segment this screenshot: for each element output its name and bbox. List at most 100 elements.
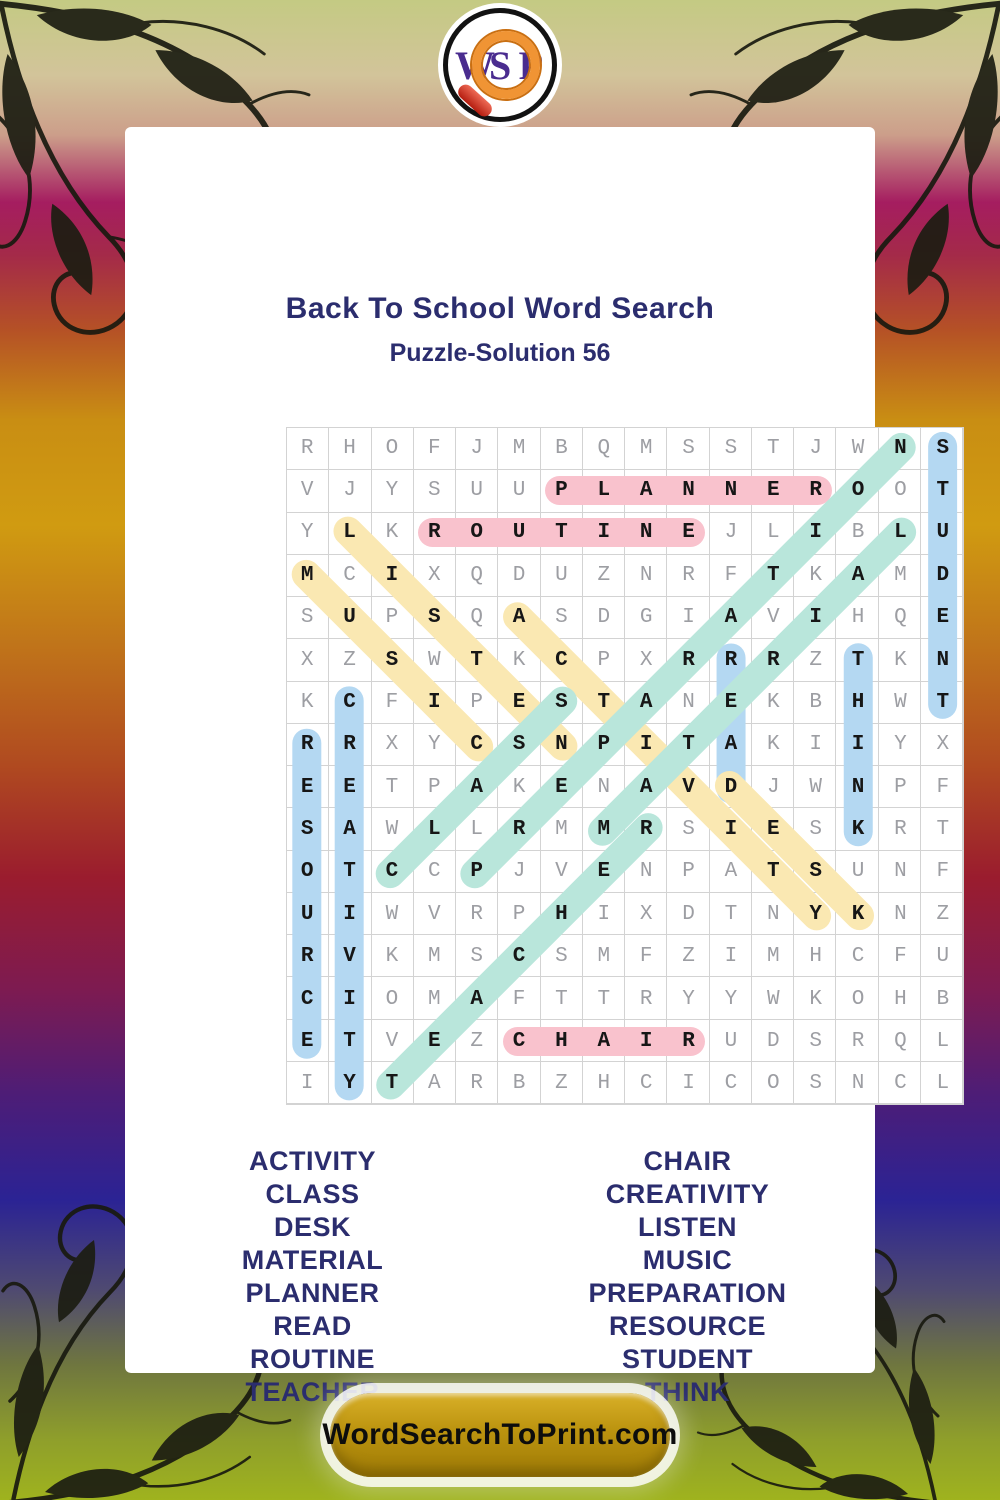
grid-cell <box>371 766 414 809</box>
grid-letter: C <box>470 733 483 757</box>
grid-letter: S <box>385 648 399 672</box>
solution-highlight-routine <box>417 518 706 548</box>
grid-letter: J <box>724 521 738 545</box>
grid-letter: P <box>894 775 907 799</box>
grid-letter: S <box>555 606 568 630</box>
grid-cell <box>709 512 752 555</box>
grid-letter: N <box>894 860 907 884</box>
grid-letter: H <box>555 902 568 926</box>
grid-letter: L <box>936 1072 950 1096</box>
grid-letter: Y <box>343 1072 356 1096</box>
grid-letter: A <box>470 987 483 1011</box>
grid-cell <box>456 470 499 513</box>
grid-letter: F <box>894 945 907 969</box>
grid-letter: E <box>555 775 568 799</box>
grid-cell <box>625 428 668 471</box>
grid-letter: I <box>809 521 822 545</box>
grid-letter: J <box>767 775 780 799</box>
grid-letter: T <box>597 690 611 714</box>
grid-letter: K <box>851 818 865 842</box>
grid-letter: Y <box>300 521 314 545</box>
grid-letter: J <box>470 436 483 460</box>
grid-letter: R <box>470 1072 483 1096</box>
grid-letter: H <box>597 1072 611 1096</box>
grid-letter: U <box>724 1029 738 1053</box>
grid-letter: I <box>682 1072 695 1096</box>
grid-cell <box>667 977 710 1020</box>
grid-letter: X <box>936 733 950 757</box>
grid-cell <box>751 935 794 978</box>
website-link-button[interactable]: WordSearchToPrint.com <box>322 1393 677 1477</box>
word-list-right: CHAIR CREATIVITY LISTEN MUSIC PREPARATION RES… <box>500 1145 875 1409</box>
grid-cell <box>878 766 921 809</box>
grid-letter: W <box>385 818 399 842</box>
grid-letter: U <box>936 945 950 969</box>
grid-cell <box>751 428 794 471</box>
grid-letter: N <box>936 648 950 672</box>
word-item: READ <box>273 1311 352 1341</box>
grid-cell <box>329 470 372 513</box>
grid-letter: E <box>512 690 526 714</box>
grid-letter: F <box>936 860 950 884</box>
grid-letter: T <box>936 690 950 714</box>
grid-cell <box>498 554 541 597</box>
grid-cell <box>836 1061 879 1104</box>
grid-letter: C <box>894 1072 907 1096</box>
grid-letter: N <box>597 775 611 799</box>
grid-letter: F <box>639 945 653 969</box>
grid-letter: Y <box>385 479 399 503</box>
grid-letter: R <box>682 648 695 672</box>
grid-letter: H <box>894 987 907 1011</box>
word-item: MUSIC <box>642 1245 733 1275</box>
grid-letter: O <box>767 1072 780 1096</box>
grid-letter: I <box>851 733 865 757</box>
grid-cell <box>498 1061 541 1104</box>
grid-letter: R <box>639 987 653 1011</box>
grid-letter: V <box>767 606 780 630</box>
grid-cell <box>878 892 921 935</box>
grid-letter: B <box>555 436 568 460</box>
grid-letter: R <box>343 733 356 757</box>
grid-letter: P <box>682 860 695 884</box>
grid-letter: R <box>767 648 780 672</box>
grid-letter: I <box>428 690 441 714</box>
grid-letter: S <box>512 733 526 757</box>
grid-cell <box>667 935 710 978</box>
grid-letter: P <box>512 902 526 926</box>
grid-letter: R <box>512 818 526 842</box>
grid-letter: X <box>639 648 653 672</box>
grid-letter: E <box>767 818 780 842</box>
grid-cell <box>667 1061 710 1104</box>
grid-letter: D <box>724 775 738 799</box>
grid-cell <box>498 428 541 471</box>
grid-letter: M <box>555 818 568 842</box>
grid-letter: F <box>724 563 738 587</box>
grid-letter: A <box>851 563 865 587</box>
grid-letter: I <box>639 733 653 757</box>
grid-letter: T <box>936 479 950 503</box>
grid-cell <box>667 428 710 471</box>
grid-cell <box>667 554 710 597</box>
grid-letter: Y <box>809 902 822 926</box>
grid-letter: N <box>639 860 653 884</box>
grid-letter: U <box>300 902 314 926</box>
grid-letter: U <box>512 479 526 503</box>
grid-letter: C <box>343 563 356 587</box>
grid-letter: K <box>809 563 822 587</box>
grid-letter: W <box>385 902 399 926</box>
grid-letter: R <box>300 945 314 969</box>
grid-letter: C <box>300 987 314 1011</box>
grid-cell <box>794 977 837 1020</box>
solution-highlights <box>285 426 964 1106</box>
grid-cell <box>709 935 752 978</box>
grid-letter: P <box>385 606 399 630</box>
grid-letter: V <box>555 860 568 884</box>
grid-cell <box>794 1019 837 1062</box>
grid-letter: M <box>428 945 441 969</box>
grid-letter: D <box>597 606 611 630</box>
grid-letter: I <box>682 606 695 630</box>
grid-letter: R <box>894 818 907 842</box>
grid-letter: F <box>385 690 399 714</box>
grid-cell <box>878 681 921 724</box>
word-item: MATERIAL <box>241 1245 384 1275</box>
